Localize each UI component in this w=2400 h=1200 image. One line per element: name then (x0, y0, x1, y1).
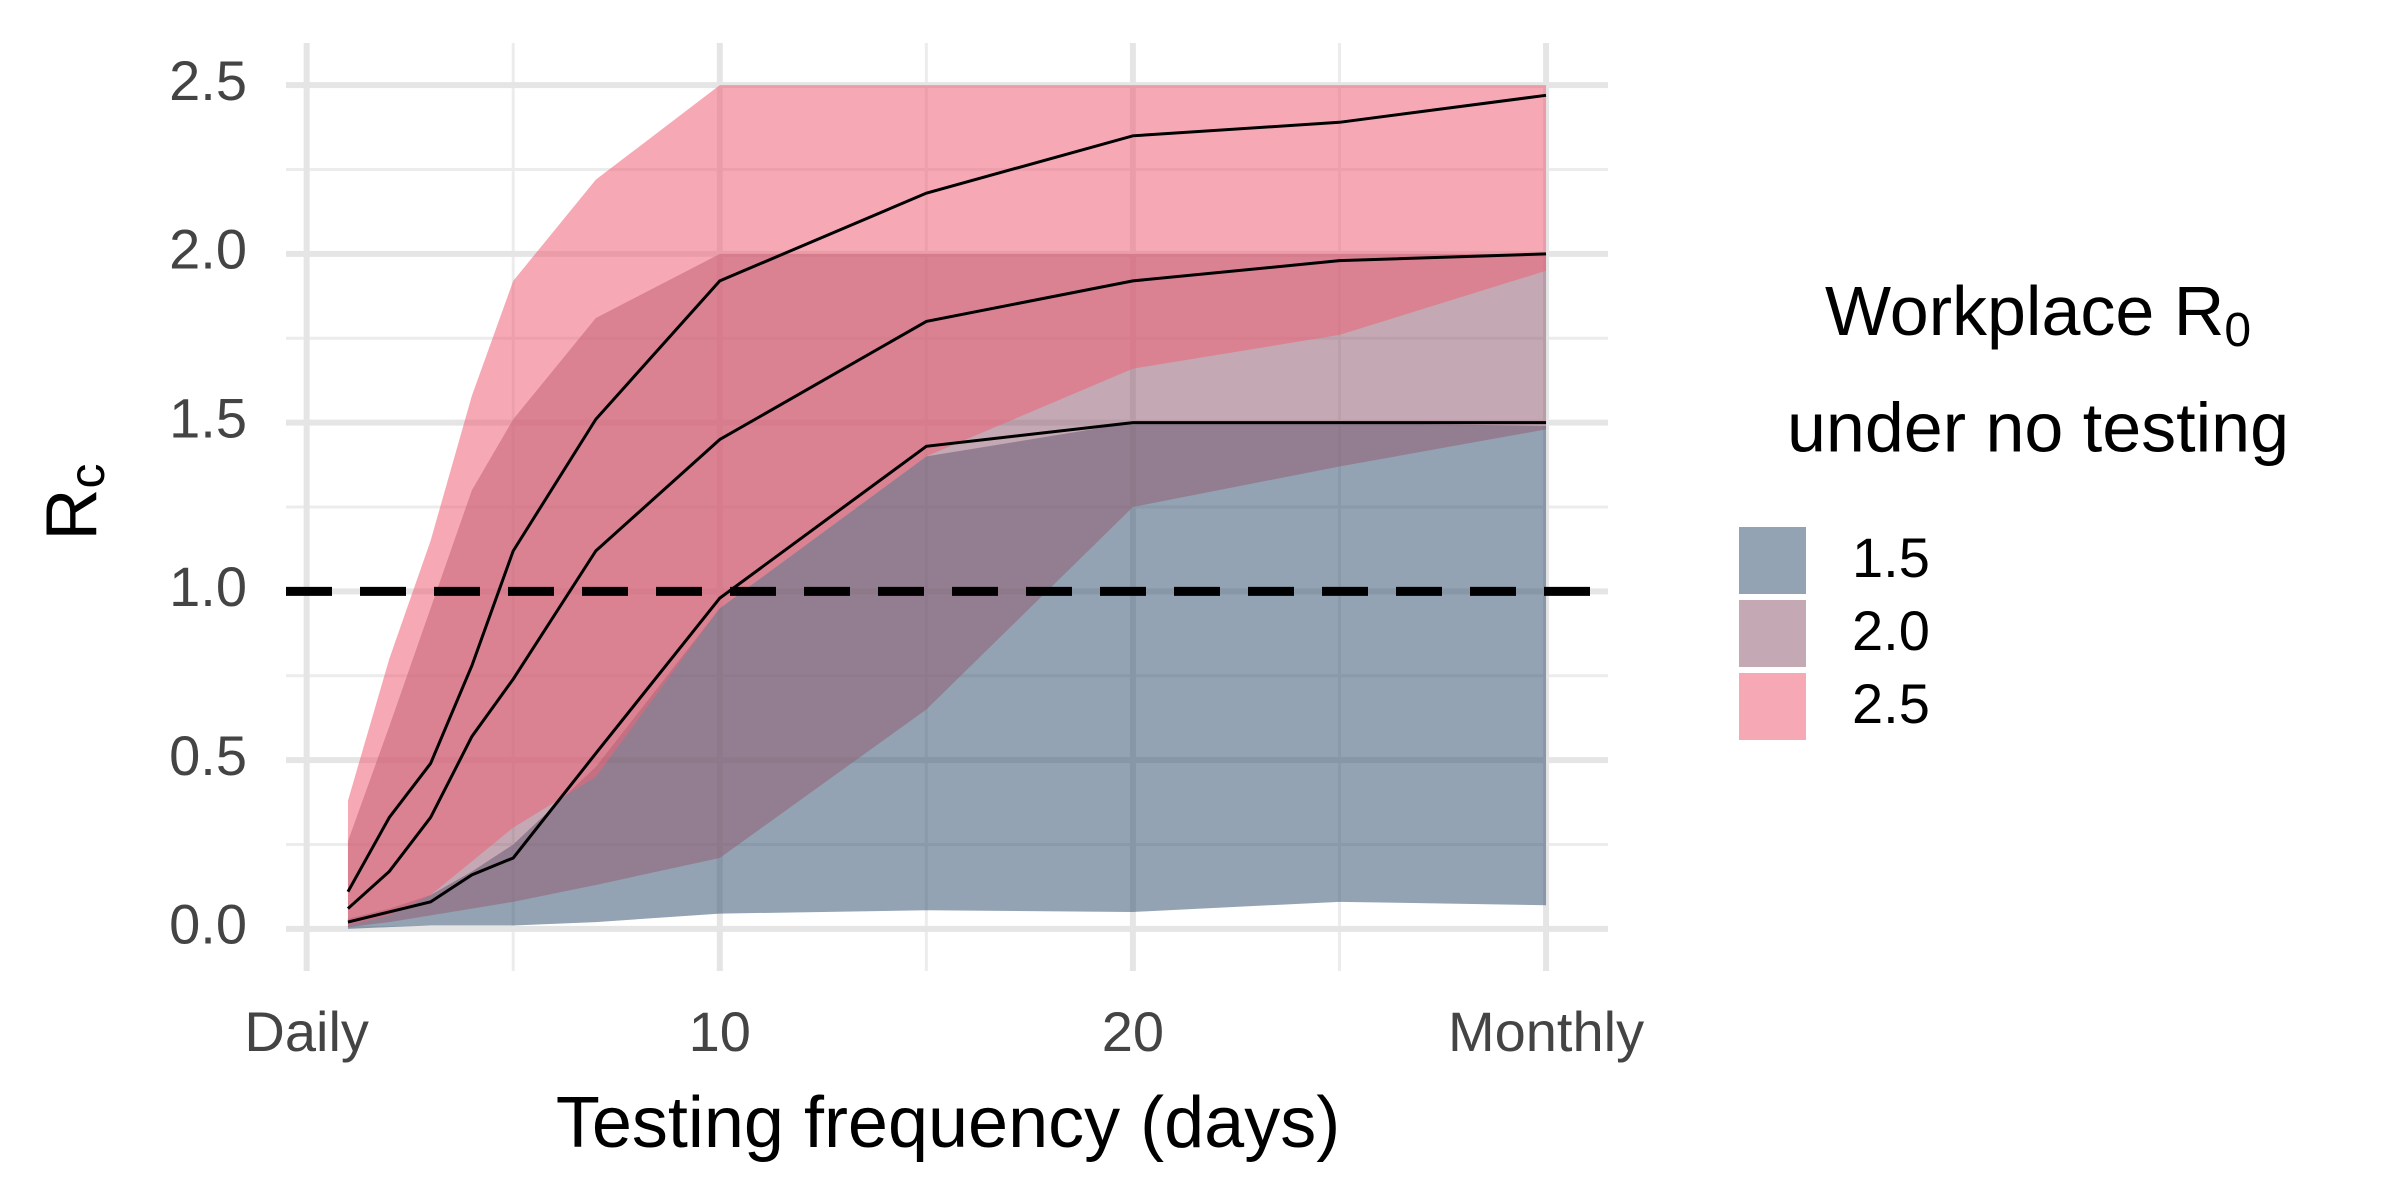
x-axis-title: Testing frequency (days) (556, 1083, 1340, 1163)
x-tick-label: Daily (244, 1000, 368, 1063)
y-title-main: R (32, 489, 112, 541)
legend-label: 2.0 (1852, 599, 1930, 662)
legend-key (1739, 527, 1806, 594)
legend-label: 2.5 (1852, 672, 1930, 735)
y-tick-label: 2.0 (169, 218, 247, 281)
median-line (346, 252, 1547, 910)
y-tick-label: 1.5 (169, 386, 247, 449)
band-area (347, 85, 1547, 926)
legend-title: Workplace R0 (1825, 272, 2251, 356)
y-tick-label: 0.5 (169, 724, 247, 787)
legend-title-line2: under no testing (1787, 388, 2289, 466)
median-line (346, 93, 1547, 893)
y-tick-label: 1.0 (169, 555, 247, 618)
y-axis-title: Rc (32, 464, 115, 541)
legend-key (1739, 600, 1806, 667)
legend-label: 1.5 (1852, 526, 1930, 589)
x-tick-label: 20 (1102, 1000, 1164, 1063)
x-tick-label: 10 (689, 1000, 751, 1063)
y-tick-label: 2.5 (169, 49, 247, 112)
y-tick-label: 0.0 (169, 893, 247, 956)
median-line (347, 421, 1547, 924)
y-title-sub: c (59, 464, 115, 489)
legend-title-sub: 0 (2224, 304, 2251, 357)
x-tick-label: Monthly (1448, 1000, 1644, 1063)
legend-key (1739, 673, 1806, 740)
legend-title-main: Workplace R (1825, 272, 2224, 350)
